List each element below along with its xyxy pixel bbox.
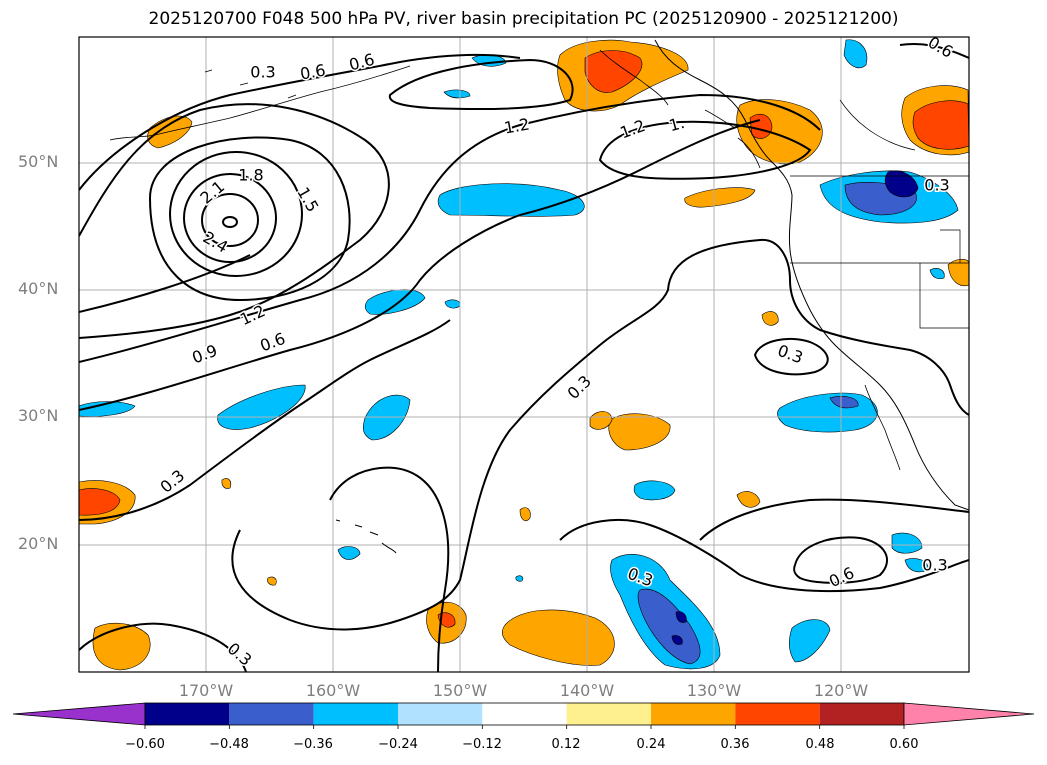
colorbar-segment — [482, 703, 567, 725]
precip-strong-area — [912, 100, 969, 150]
colorbar-tick-label: 0.24 — [636, 737, 666, 752]
precip-strong-area — [584, 50, 643, 93]
precip-negative-area — [443, 89, 471, 99]
colorbar-tick-label: −0.60 — [125, 737, 165, 752]
precip-positive-area — [92, 622, 151, 671]
coastlines — [109, 39, 969, 554]
colorbar-segment — [819, 703, 904, 725]
precip-positive-area — [684, 187, 756, 208]
colorbar-segment — [229, 703, 314, 725]
precip-positive-area — [589, 411, 613, 430]
precip-positive-area — [608, 413, 671, 451]
map-frame — [78, 36, 970, 673]
colorbar-over-triangle — [903, 702, 1035, 726]
colorbar-tick-label: −0.12 — [462, 737, 502, 752]
contour-label: 1.8 — [238, 166, 263, 185]
contour-label: 0.3 — [922, 556, 947, 575]
precip-negative-area — [789, 619, 831, 663]
contour-label: 0.3 — [924, 176, 949, 195]
map-title: 2025120700 F048 500 hPa PV, river basin … — [148, 9, 899, 29]
colorbar-segment — [566, 703, 651, 725]
precip-positive-area — [267, 576, 277, 586]
colorbar-tick-label: −0.24 — [378, 737, 418, 752]
lat-label-30n: 30°N — [18, 406, 59, 425]
colorbar-segment — [398, 703, 483, 725]
precip-negative-area — [891, 532, 923, 554]
colorbar-segment — [651, 703, 736, 725]
precip-deep-area — [675, 611, 687, 623]
precip-negative-area — [929, 268, 945, 280]
lon-label-160w: 160°W — [305, 681, 361, 700]
precip-positive-area — [761, 311, 779, 326]
colorbar-segment — [313, 703, 398, 725]
precip-negative-area — [843, 39, 868, 69]
colorbar-segment — [145, 703, 230, 725]
pv-contours — [79, 42, 969, 672]
lon-label-130w: 130°W — [686, 681, 742, 700]
precip-negative-area — [829, 396, 859, 409]
precip-positive-area — [519, 507, 531, 522]
precip-negative-area — [515, 575, 524, 582]
precip-deep-area — [884, 170, 919, 198]
precip-negative-area — [79, 401, 136, 417]
lat-label-40n: 40°N — [18, 279, 59, 298]
contour-label: 0.3 — [250, 63, 275, 82]
precip-strong-area — [749, 113, 773, 139]
precip-positive-area — [947, 259, 969, 286]
precip-strong-area — [79, 488, 121, 516]
lon-label-150w: 150°W — [432, 681, 488, 700]
lon-label-170w: 170°W — [178, 681, 234, 700]
lat-label-50n: 50°N — [18, 152, 59, 171]
lon-label-140w: 140°W — [559, 681, 615, 700]
precip-shading — [79, 39, 969, 671]
map-plot-area: 0.3 0.6 0.61.82.12.41.51.20.9 0.61.2 1.2 1.0.… — [79, 37, 969, 672]
precip-negative-area — [337, 546, 361, 560]
precip-positive-area — [221, 478, 232, 489]
colorbar-tick-label: 0.12 — [551, 737, 581, 752]
lon-label-120w: 120°W — [813, 681, 869, 700]
precip-negative-area — [904, 558, 929, 573]
precip-negative-area — [217, 384, 306, 430]
contour-label: 1. — [667, 113, 687, 135]
precip-positive-area — [501, 609, 615, 666]
colorbar-tick-label: 0.60 — [889, 737, 919, 752]
colorbar-under-triangle — [12, 702, 146, 726]
precip-negative-area — [362, 394, 411, 441]
precip-negative-area — [633, 480, 676, 501]
colorbar — [12, 702, 1035, 729]
precip-deep-area — [671, 635, 683, 645]
colorbar-tick-label: 0.36 — [720, 737, 750, 752]
graticule — [79, 37, 969, 672]
lat-label-20n: 20°N — [18, 534, 59, 553]
precip-negative-area — [637, 588, 701, 665]
colorbar-tick-label: −0.48 — [209, 737, 249, 752]
precip-positive-area — [736, 491, 761, 508]
colorbar-tick-label: 0.48 — [805, 737, 835, 752]
colorbar-segment — [735, 703, 820, 725]
colorbar-tick-label: −0.36 — [293, 737, 333, 752]
